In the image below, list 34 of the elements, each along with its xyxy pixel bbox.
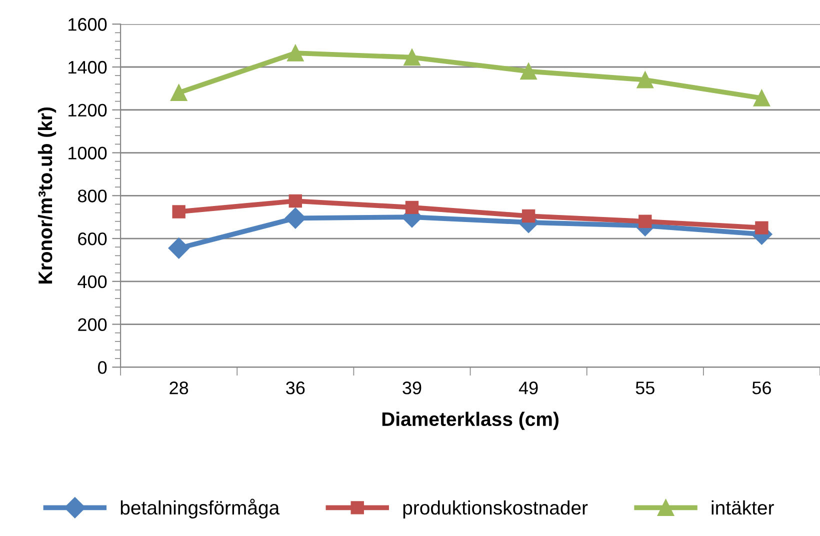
legend-label: betalningsförmåga xyxy=(120,498,280,518)
point xyxy=(522,209,536,223)
y-tick-label: 800 xyxy=(78,190,107,202)
point xyxy=(170,84,188,102)
y-tick-label: 1400 xyxy=(68,60,107,74)
point xyxy=(636,72,654,88)
x-tick-label: 36 xyxy=(286,382,305,394)
y-tick-label: 200 xyxy=(78,318,107,331)
x-tick-label: 39 xyxy=(402,382,422,394)
point xyxy=(520,62,537,80)
point xyxy=(755,221,768,234)
y-tick-label: 1000 xyxy=(68,146,107,160)
point xyxy=(405,200,419,214)
y-tick-label: 0 xyxy=(98,361,107,374)
point xyxy=(753,90,770,106)
point xyxy=(638,214,652,228)
x-tick-label: 28 xyxy=(170,382,188,394)
y-tick-label: 1600 xyxy=(68,18,107,31)
y-tick-label: 400 xyxy=(78,275,107,288)
point xyxy=(172,205,186,218)
point xyxy=(287,44,304,62)
x-tick-label: 49 xyxy=(518,382,538,394)
y-axis-title: Kronor/m³to.ub (kr) xyxy=(38,107,56,284)
point xyxy=(288,194,302,208)
x-axis-title: Diameterklass (cm) xyxy=(382,412,558,430)
point xyxy=(284,208,306,229)
y-tick-label: 1200 xyxy=(68,104,107,117)
legend-label: intäkter xyxy=(712,500,774,515)
x-tick-label: 55 xyxy=(636,382,654,394)
legend-label: produktionskostnader xyxy=(403,500,588,518)
point xyxy=(404,49,420,66)
x-tick-label: 56 xyxy=(752,382,771,394)
point xyxy=(168,238,190,259)
y-tick-label: 600 xyxy=(78,232,107,246)
